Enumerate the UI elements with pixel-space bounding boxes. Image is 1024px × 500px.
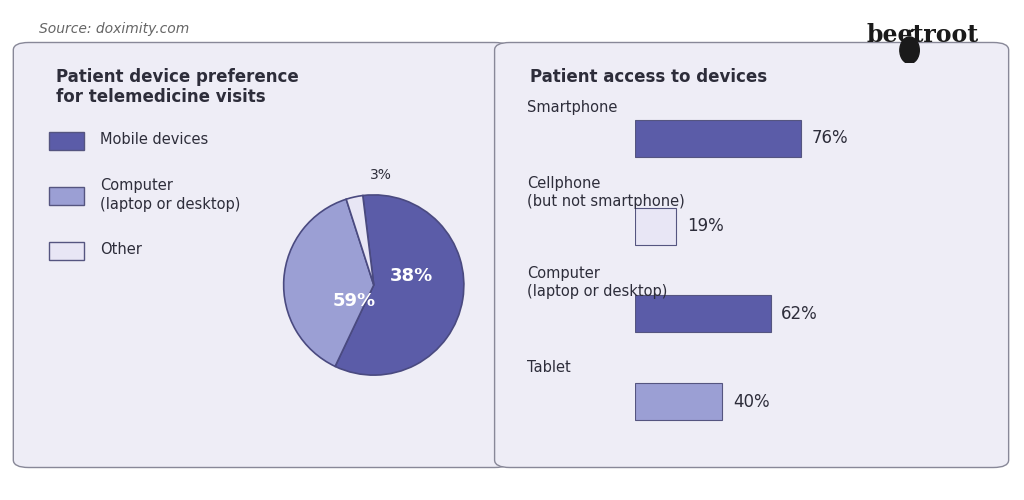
Wedge shape [346,196,374,285]
Text: Tablet: Tablet [527,360,571,375]
Text: 59%: 59% [333,292,376,310]
FancyBboxPatch shape [635,208,677,244]
Text: 19%: 19% [687,217,724,235]
Text: Patient access to devices: Patient access to devices [530,68,768,86]
Text: Computer
(laptop or desktop): Computer (laptop or desktop) [100,178,241,212]
Circle shape [900,37,920,64]
Text: 40%: 40% [733,392,770,410]
Text: Computer
(laptop or desktop): Computer (laptop or desktop) [527,266,668,300]
FancyBboxPatch shape [635,120,802,156]
Wedge shape [335,195,464,375]
Text: Smartphone: Smartphone [527,100,617,115]
Text: 62%: 62% [781,305,818,323]
Text: for telemedicine visits: for telemedicine visits [56,88,266,106]
Text: Mobile devices: Mobile devices [100,132,209,148]
Text: Other: Other [100,242,142,258]
FancyBboxPatch shape [635,384,723,420]
Text: beetroot: beetroot [867,22,979,46]
Text: 3%: 3% [370,168,392,182]
Text: Patient device preference: Patient device preference [56,68,299,86]
Wedge shape [284,199,374,366]
FancyBboxPatch shape [635,296,771,333]
Text: Cellphone
(but not smartphone): Cellphone (but not smartphone) [527,176,685,210]
Text: Source: doximity.com: Source: doximity.com [39,22,189,36]
Text: 76%: 76% [812,130,849,148]
Text: 38%: 38% [390,267,433,285]
